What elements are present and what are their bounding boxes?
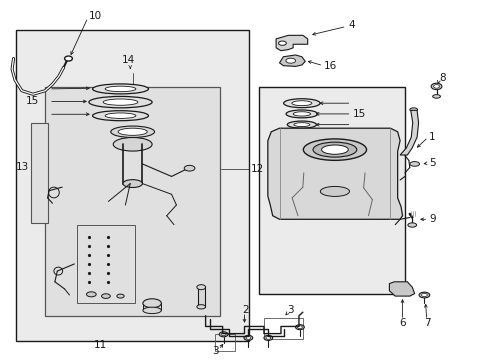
Ellipse shape	[409, 162, 419, 166]
Text: 8: 8	[438, 73, 445, 83]
Ellipse shape	[264, 336, 272, 341]
Ellipse shape	[197, 285, 205, 290]
Text: 13: 13	[16, 162, 29, 172]
Ellipse shape	[321, 145, 347, 154]
Ellipse shape	[433, 85, 439, 88]
Bar	[16, 30, 249, 341]
Text: 4: 4	[347, 20, 354, 30]
Ellipse shape	[103, 99, 138, 105]
Text: 2: 2	[242, 305, 248, 315]
Ellipse shape	[92, 84, 148, 94]
Ellipse shape	[89, 96, 152, 108]
Ellipse shape	[245, 337, 250, 339]
Text: 7: 7	[424, 318, 430, 328]
Bar	[45, 87, 220, 316]
Text: 9: 9	[428, 214, 435, 224]
Ellipse shape	[303, 139, 366, 160]
Ellipse shape	[432, 95, 440, 98]
Bar	[264, 318, 302, 339]
Ellipse shape	[278, 41, 286, 45]
Ellipse shape	[64, 56, 72, 61]
Polygon shape	[267, 128, 402, 219]
Text: 15: 15	[352, 109, 365, 119]
Ellipse shape	[297, 326, 302, 329]
Ellipse shape	[418, 292, 429, 298]
Ellipse shape	[111, 126, 154, 138]
Ellipse shape	[92, 111, 148, 121]
Ellipse shape	[244, 336, 252, 341]
Text: 6: 6	[398, 318, 405, 328]
Bar	[77, 225, 135, 303]
Ellipse shape	[265, 337, 270, 339]
Bar	[259, 87, 404, 294]
Ellipse shape	[312, 142, 356, 157]
Ellipse shape	[409, 108, 417, 111]
Ellipse shape	[430, 83, 441, 90]
Ellipse shape	[421, 293, 427, 297]
Text: 3: 3	[287, 305, 293, 315]
Text: 14: 14	[122, 55, 135, 65]
Ellipse shape	[105, 86, 136, 92]
Bar	[30, 123, 47, 223]
Ellipse shape	[102, 294, 110, 298]
Text: 15: 15	[26, 96, 39, 107]
Ellipse shape	[285, 110, 317, 118]
Ellipse shape	[221, 333, 225, 336]
Text: 11: 11	[94, 340, 107, 350]
Ellipse shape	[219, 332, 227, 337]
Ellipse shape	[105, 113, 136, 118]
Ellipse shape	[320, 186, 349, 197]
Text: 1: 1	[428, 132, 435, 142]
Polygon shape	[276, 35, 307, 51]
Ellipse shape	[184, 165, 195, 171]
Ellipse shape	[117, 294, 124, 298]
Polygon shape	[279, 55, 305, 66]
Ellipse shape	[197, 305, 205, 309]
Ellipse shape	[142, 307, 161, 314]
Bar	[142, 303, 161, 310]
Bar	[215, 334, 234, 351]
Polygon shape	[399, 111, 418, 155]
Ellipse shape	[283, 99, 320, 108]
Polygon shape	[388, 282, 414, 296]
Ellipse shape	[122, 180, 142, 188]
Ellipse shape	[285, 58, 295, 63]
Ellipse shape	[295, 325, 304, 330]
Text: 3: 3	[212, 346, 219, 356]
Ellipse shape	[86, 292, 96, 297]
Ellipse shape	[287, 121, 316, 128]
Ellipse shape	[142, 299, 161, 308]
Ellipse shape	[291, 101, 311, 105]
Ellipse shape	[293, 112, 310, 116]
Text: 10: 10	[89, 12, 102, 21]
Bar	[198, 287, 204, 307]
Text: 16: 16	[324, 61, 337, 71]
Ellipse shape	[407, 223, 416, 227]
Ellipse shape	[118, 128, 147, 135]
Text: 5: 5	[428, 158, 435, 168]
Ellipse shape	[293, 123, 309, 127]
Ellipse shape	[113, 138, 152, 151]
Text: 12: 12	[250, 164, 263, 174]
